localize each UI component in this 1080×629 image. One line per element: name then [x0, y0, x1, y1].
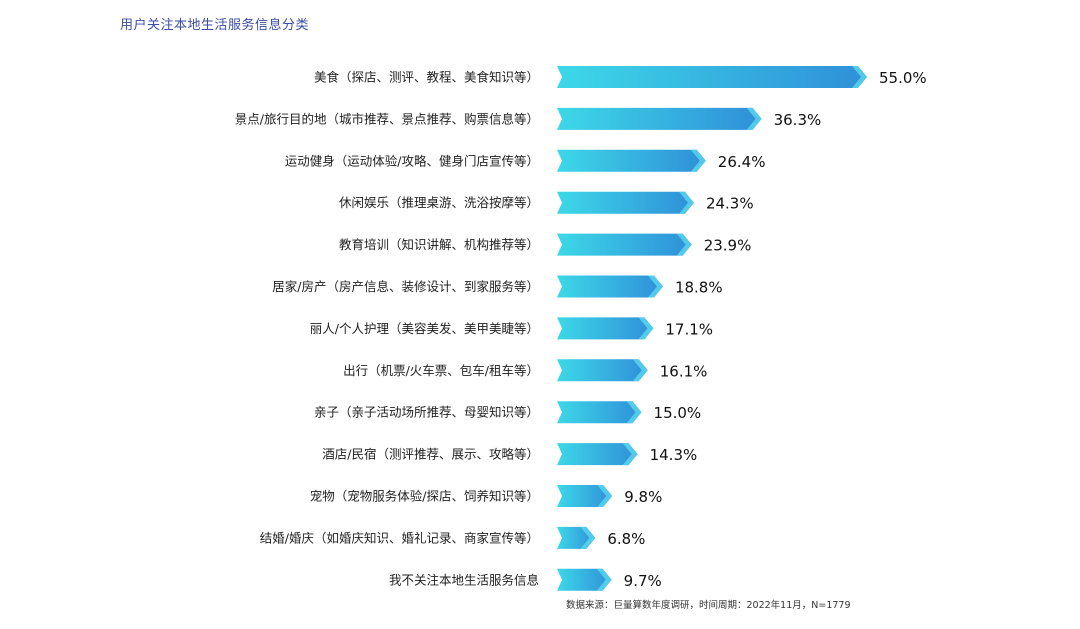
- category-label: 宠物（宠物服务体验/探店、饲养知识等）: [310, 489, 539, 504]
- bar: [557, 485, 613, 507]
- bar: [557, 275, 663, 298]
- bar: [557, 443, 638, 466]
- bar-tip: [626, 401, 642, 424]
- bar: [557, 401, 642, 424]
- category-label: 亲子（亲子活动场所推荐、母婴知识等）: [314, 405, 539, 420]
- category-label: 我不关注本地生活服务信息: [389, 572, 539, 587]
- value-label: 6.8%: [607, 530, 645, 548]
- bar-tip: [647, 275, 663, 298]
- bar-tip: [622, 443, 638, 466]
- bar-tip: [690, 149, 706, 172]
- bar: [557, 359, 648, 382]
- value-label: 55.0%: [879, 69, 927, 87]
- value-label: 23.9%: [704, 237, 752, 255]
- bar: [557, 191, 694, 214]
- category-label: 结婚/婚庆（如婚庆知识、婚礼记录、商家宣传等）: [260, 530, 539, 545]
- category-label: 出行（机票/火车票、包车/租车等）: [343, 363, 539, 378]
- data-source-note: 数据来源：巨量算数年度调研，时间周期：2022年11月，N=1779: [566, 600, 851, 611]
- bar: [557, 66, 867, 88]
- bar-tip: [676, 233, 692, 256]
- category-label: 运动健身（运动体验/攻略、健身门店宣传等）: [285, 153, 539, 168]
- bar-tip: [678, 191, 694, 214]
- value-label: 9.7%: [624, 572, 662, 590]
- value-label: 17.1%: [665, 320, 713, 338]
- value-label: 16.1%: [660, 362, 708, 380]
- value-label: 9.8%: [624, 488, 662, 506]
- category-labels: 美食（探店、测评、教程、美食知识等） 景点/旅行目的地（城市推荐、景点推荐、购票信…: [235, 70, 539, 588]
- category-label: 景点/旅行目的地（城市推荐、景点推荐、购票信息等）: [235, 111, 539, 126]
- value-labels: 55.0% 36.3% 26.4% 24.3% 23.9% 18.8% 17.1% 16.1%…: [607, 69, 926, 590]
- category-label: 居家/房产（房产信息、装修设计、到家服务等）: [272, 279, 539, 294]
- value-label: 36.3%: [774, 111, 822, 129]
- category-label: 休闲娱乐（推理桌游、洗浴按摩等）: [339, 195, 539, 210]
- bar-tip: [580, 526, 596, 549]
- category-label: 教育培训（知识讲解、机构推荐等）: [339, 237, 539, 252]
- bar: [557, 107, 762, 130]
- bar-tip: [597, 485, 613, 507]
- value-label: 24.3%: [706, 195, 754, 213]
- bar: [557, 233, 692, 256]
- bar-tip: [596, 568, 612, 591]
- value-label: 15.0%: [654, 404, 702, 422]
- value-label: 14.3%: [650, 446, 698, 464]
- bar-tip: [632, 359, 648, 382]
- category-label: 丽人/个人护理（美容美发、美甲美睫等）: [310, 321, 539, 336]
- bar-tip: [638, 317, 654, 340]
- category-label: 美食（探店、测评、教程、美食知识等）: [314, 70, 539, 85]
- chart-title: 用户关注本地生活服务信息分类: [120, 18, 310, 33]
- bar-tip: [852, 66, 867, 88]
- value-label: 18.8%: [675, 279, 723, 297]
- value-label: 26.4%: [718, 153, 766, 171]
- bar: [557, 568, 612, 591]
- bar: [557, 317, 654, 340]
- bar: [557, 149, 706, 172]
- bars: [557, 66, 867, 591]
- category-label: 酒店/民宿（测评推荐、展示、攻略等）: [322, 447, 539, 462]
- bar-tip: [746, 107, 762, 130]
